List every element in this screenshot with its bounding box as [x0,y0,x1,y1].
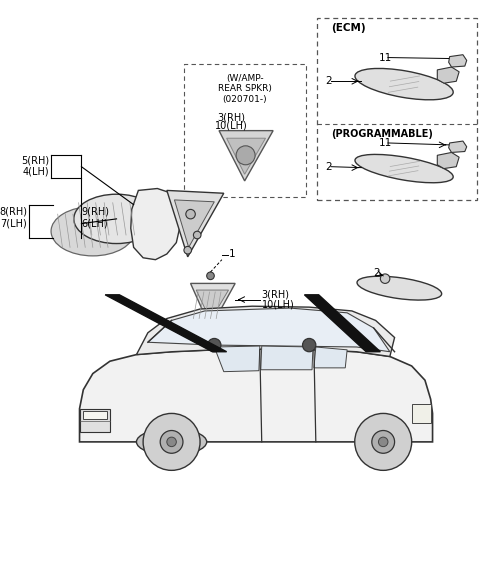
Polygon shape [196,290,228,321]
Polygon shape [304,295,380,352]
Polygon shape [437,152,459,169]
Polygon shape [167,190,224,257]
Ellipse shape [74,194,159,243]
Ellipse shape [357,276,442,300]
Ellipse shape [136,428,207,455]
Text: (W/AMP-
REAR SPKR)
(020701-): (W/AMP- REAR SPKR) (020701-) [218,74,272,104]
Text: 2: 2 [374,268,380,278]
Polygon shape [105,295,227,352]
Text: 5(RH): 5(RH) [21,155,49,165]
Circle shape [380,274,390,283]
Circle shape [208,339,221,352]
Polygon shape [174,200,214,247]
Text: 4(LH): 4(LH) [23,166,49,176]
Text: (PROGRAMMABLE): (PROGRAMMABLE) [331,129,433,140]
Text: 10(LH): 10(LH) [215,121,248,131]
Polygon shape [136,306,395,357]
Text: 3(RH): 3(RH) [217,112,245,122]
Ellipse shape [51,207,134,256]
Polygon shape [80,349,432,442]
Text: 7(LH): 7(LH) [0,219,27,229]
Text: 2: 2 [325,76,332,86]
Polygon shape [437,67,459,83]
Text: 8(RH): 8(RH) [0,206,27,217]
Polygon shape [227,138,265,174]
Polygon shape [131,189,181,260]
Text: 2: 2 [325,162,332,172]
Polygon shape [219,130,273,181]
Text: 3(RH): 3(RH) [262,290,290,300]
Circle shape [193,231,201,239]
Polygon shape [214,346,260,372]
Circle shape [184,246,192,254]
Circle shape [167,437,176,446]
Circle shape [302,339,316,352]
Circle shape [378,437,388,446]
Polygon shape [314,347,347,368]
Circle shape [186,210,195,219]
Polygon shape [449,55,467,67]
Circle shape [355,413,412,470]
Bar [184,64,306,197]
Text: 10(LH): 10(LH) [262,299,295,309]
Bar [412,404,431,423]
Bar [84,410,107,419]
Text: (ECM): (ECM) [331,23,366,33]
Text: 11: 11 [378,52,392,62]
Circle shape [143,413,200,470]
Ellipse shape [355,154,453,183]
Polygon shape [449,141,467,152]
Polygon shape [191,283,235,328]
Text: 9(RH): 9(RH) [82,206,109,217]
Circle shape [236,146,255,165]
Circle shape [372,431,395,453]
Polygon shape [148,308,390,352]
Circle shape [207,272,214,279]
Text: 11: 11 [378,138,392,148]
Polygon shape [261,346,313,370]
Bar [317,17,477,200]
Text: 1: 1 [228,249,235,259]
Ellipse shape [355,69,453,100]
Circle shape [160,431,183,453]
Bar [80,409,110,432]
Text: 6(LH): 6(LH) [82,219,108,229]
